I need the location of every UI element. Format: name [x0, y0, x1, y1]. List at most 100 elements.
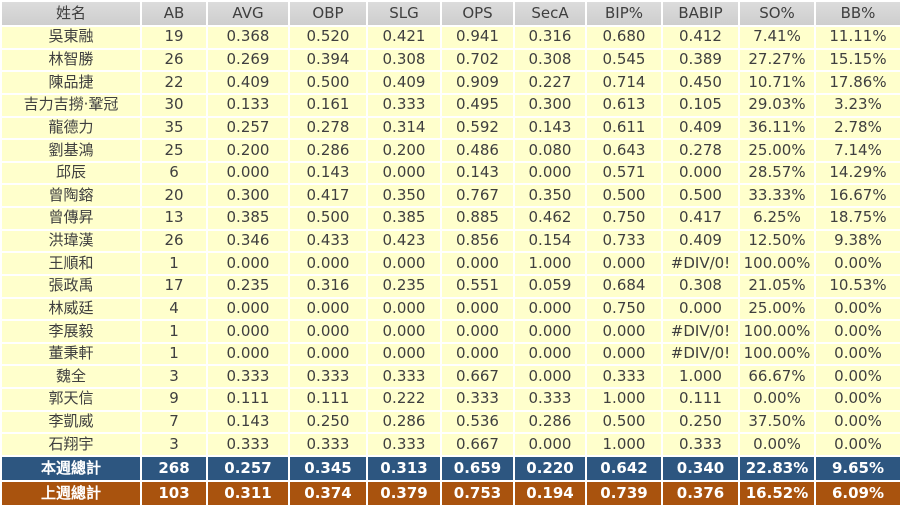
total-cell-obp: 0.374: [288, 480, 368, 507]
stat-cell-so-pct: 100.00%: [738, 319, 816, 344]
stat-cell-obp: 0.500: [288, 206, 368, 231]
stat-cell-ops: 0.000: [440, 296, 515, 322]
stat-cell-avg: 0.000: [206, 341, 290, 367]
stat-cell-seca: 0.080: [513, 138, 587, 163]
stat-cell-ops: 0.536: [440, 409, 515, 435]
stat-cell-obp: 0.333: [288, 432, 368, 457]
stat-cell-bip-pct: 0.545: [585, 47, 663, 73]
player-name-cell: 曾傳昇: [0, 206, 142, 231]
player-row: 董秉軒 1 0.000 0.000 0.000 0.000 0.000 0.000 #DIV/0…: [0, 341, 900, 367]
stat-cell-ab: 19: [140, 25, 208, 50]
player-name-cell: 林智勝: [0, 47, 142, 73]
stat-cell-bip-pct: 0.500: [585, 409, 663, 435]
player-row: 劉基鴻 25 0.200 0.286 0.200 0.486 0.080 0.643 0.278…: [0, 138, 900, 163]
total-label: 本週總計: [0, 455, 142, 482]
stat-cell-obp: 0.316: [288, 273, 368, 299]
stat-cell-obp: 0.417: [288, 183, 368, 208]
player-name-cell: 魏全: [0, 364, 142, 389]
column-header-bip-pct: BIP%: [585, 0, 663, 27]
stat-cell-ops: 0.667: [440, 364, 515, 389]
stat-cell-slg: 0.000: [366, 341, 442, 367]
stat-cell-bip-pct: 0.000: [585, 319, 663, 344]
stat-cell-avg: 0.000: [206, 160, 290, 186]
player-name-cell: 吳東融: [0, 25, 142, 50]
stat-cell-ab: 26: [140, 47, 208, 73]
column-header-avg: AVG: [206, 0, 290, 27]
player-row: 李展毅 1 0.000 0.000 0.000 0.000 0.000 0.000 #DIV/0…: [0, 319, 900, 344]
total-cell-obp: 0.345: [288, 455, 368, 482]
stat-cell-seca: 0.000: [513, 296, 587, 322]
stat-cell-slg: 0.200: [366, 138, 442, 163]
stat-cell-slg: 0.421: [366, 25, 442, 50]
stat-cell-babip: 0.308: [661, 273, 740, 299]
stat-cell-so-pct: 100.00%: [738, 341, 816, 367]
total-cell-seca: 0.220: [513, 455, 587, 482]
stat-cell-so-pct: 37.50%: [738, 409, 816, 435]
total-cell-ops: 0.659: [440, 455, 515, 482]
player-row: 李凱威 7 0.143 0.250 0.286 0.536 0.286 0.500 0.250 3…: [0, 409, 900, 435]
stat-cell-babip: 0.450: [661, 70, 740, 95]
stat-cell-ab: 7: [140, 409, 208, 435]
stat-cell-seca: 0.227: [513, 70, 587, 95]
stat-cell-avg: 0.111: [206, 387, 290, 412]
stat-cell-babip: 0.333: [661, 432, 740, 457]
stat-cell-bb-pct: 18.75%: [814, 206, 900, 231]
player-row: 張政禹 17 0.235 0.316 0.235 0.551 0.059 0.684 0.308…: [0, 273, 900, 299]
total-cell-bb-pct: 6.09%: [814, 480, 900, 507]
stat-cell-slg: 0.000: [366, 251, 442, 276]
stat-cell-bb-pct: 11.11%: [814, 25, 900, 50]
player-row: 陳品捷 22 0.409 0.500 0.409 0.909 0.227 0.714 0.450…: [0, 70, 900, 95]
stat-cell-seca: 0.316: [513, 25, 587, 50]
stat-cell-ab: 25: [140, 138, 208, 163]
column-header-seca: SecA: [513, 0, 587, 27]
stat-cell-seca: 0.286: [513, 409, 587, 435]
stat-cell-ops: 0.592: [440, 115, 515, 141]
column-header-slg: SLG: [366, 0, 442, 27]
stat-cell-avg: 0.409: [206, 70, 290, 95]
player-name-cell: 吉力吉撈·鞏冠: [0, 92, 142, 118]
stat-cell-ops: 0.000: [440, 341, 515, 367]
stat-cell-avg: 0.300: [206, 183, 290, 208]
column-header-so-pct: SO%: [738, 0, 816, 27]
stat-cell-bb-pct: 10.53%: [814, 273, 900, 299]
player-row: 曾傳昇 13 0.385 0.500 0.385 0.885 0.462 0.750 0.417…: [0, 206, 900, 231]
stat-cell-seca: 0.143: [513, 115, 587, 141]
stat-cell-obp: 0.161: [288, 92, 368, 118]
stat-cell-ab: 1: [140, 341, 208, 367]
stat-cell-babip: #DIV/0!: [661, 341, 740, 367]
player-row: 吳東融 19 0.368 0.520 0.421 0.941 0.316 0.680 0.412…: [0, 25, 900, 50]
player-name-cell: 邱辰: [0, 160, 142, 186]
player-name-cell: 陳品捷: [0, 70, 142, 95]
stat-cell-ops: 0.667: [440, 432, 515, 457]
stat-cell-bb-pct: 16.67%: [814, 183, 900, 208]
stat-cell-so-pct: 0.00%: [738, 432, 816, 457]
stat-cell-ab: 35: [140, 115, 208, 141]
total-cell-avg: 0.311: [206, 480, 290, 507]
stat-cell-bip-pct: 0.000: [585, 341, 663, 367]
stat-cell-seca: 0.350: [513, 183, 587, 208]
total-cell-so-pct: 16.52%: [738, 480, 816, 507]
total-row-this-week: 本週總計 268 0.257 0.345 0.313 0.659 0.220 0.642 0.3…: [0, 455, 900, 482]
stat-cell-avg: 0.143: [206, 409, 290, 435]
stat-cell-babip: 0.409: [661, 115, 740, 141]
player-row: 魏全 3 0.333 0.333 0.333 0.667 0.000 0.333 1.000 66…: [0, 364, 900, 389]
stat-cell-babip: 0.105: [661, 92, 740, 118]
stat-cell-so-pct: 29.03%: [738, 92, 816, 118]
stat-cell-ab: 9: [140, 387, 208, 412]
stat-cell-babip: 0.389: [661, 47, 740, 73]
total-cell-avg: 0.257: [206, 455, 290, 482]
stat-cell-slg: 0.350: [366, 183, 442, 208]
stat-cell-ab: 30: [140, 92, 208, 118]
stat-cell-slg: 0.333: [366, 364, 442, 389]
stat-cell-bip-pct: 0.733: [585, 228, 663, 254]
stat-cell-obp: 0.286: [288, 138, 368, 163]
stat-cell-slg: 0.409: [366, 70, 442, 95]
stat-cell-avg: 0.000: [206, 251, 290, 276]
stat-cell-babip: 0.278: [661, 138, 740, 163]
stat-cell-so-pct: 28.57%: [738, 160, 816, 186]
total-cell-so-pct: 22.83%: [738, 455, 816, 482]
stat-cell-ops: 0.702: [440, 47, 515, 73]
column-header-babip: BABIP: [661, 0, 740, 27]
stat-cell-so-pct: 10.71%: [738, 70, 816, 95]
total-cell-ab: 103: [140, 480, 208, 507]
